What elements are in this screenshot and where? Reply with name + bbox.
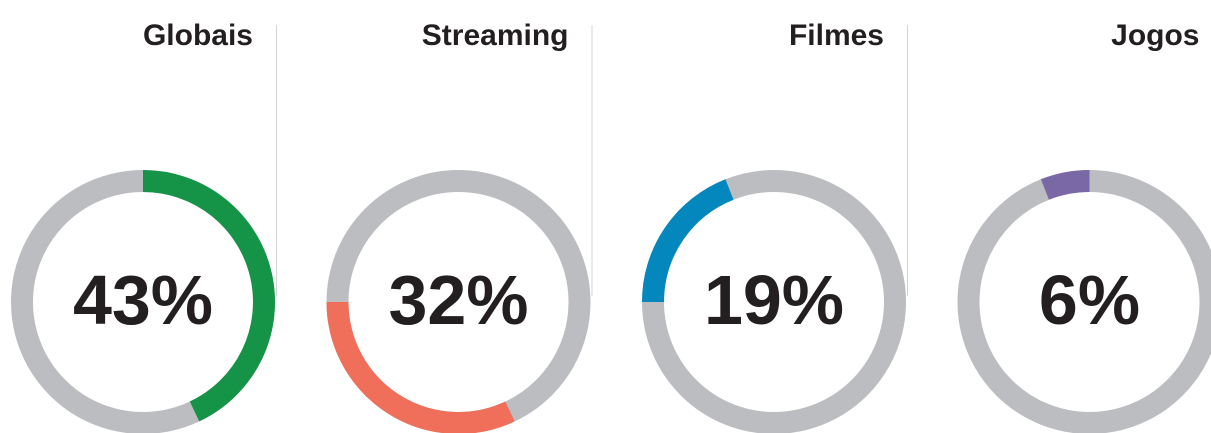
- donut-segment: [142, 170, 275, 422]
- category-label: Jogos: [1111, 19, 1199, 52]
- category-label: Streaming: [422, 19, 569, 52]
- donut-segment: [326, 301, 515, 433]
- donut-segment: [1040, 170, 1090, 200]
- donut-segment: [642, 179, 734, 303]
- category-label: Filmes: [789, 19, 884, 52]
- category-label: Globais: [143, 19, 253, 52]
- value-label: 32%: [388, 261, 528, 339]
- value-label: 6%: [1039, 261, 1140, 339]
- value-label: 43%: [73, 261, 213, 339]
- value-label: 19%: [704, 261, 844, 339]
